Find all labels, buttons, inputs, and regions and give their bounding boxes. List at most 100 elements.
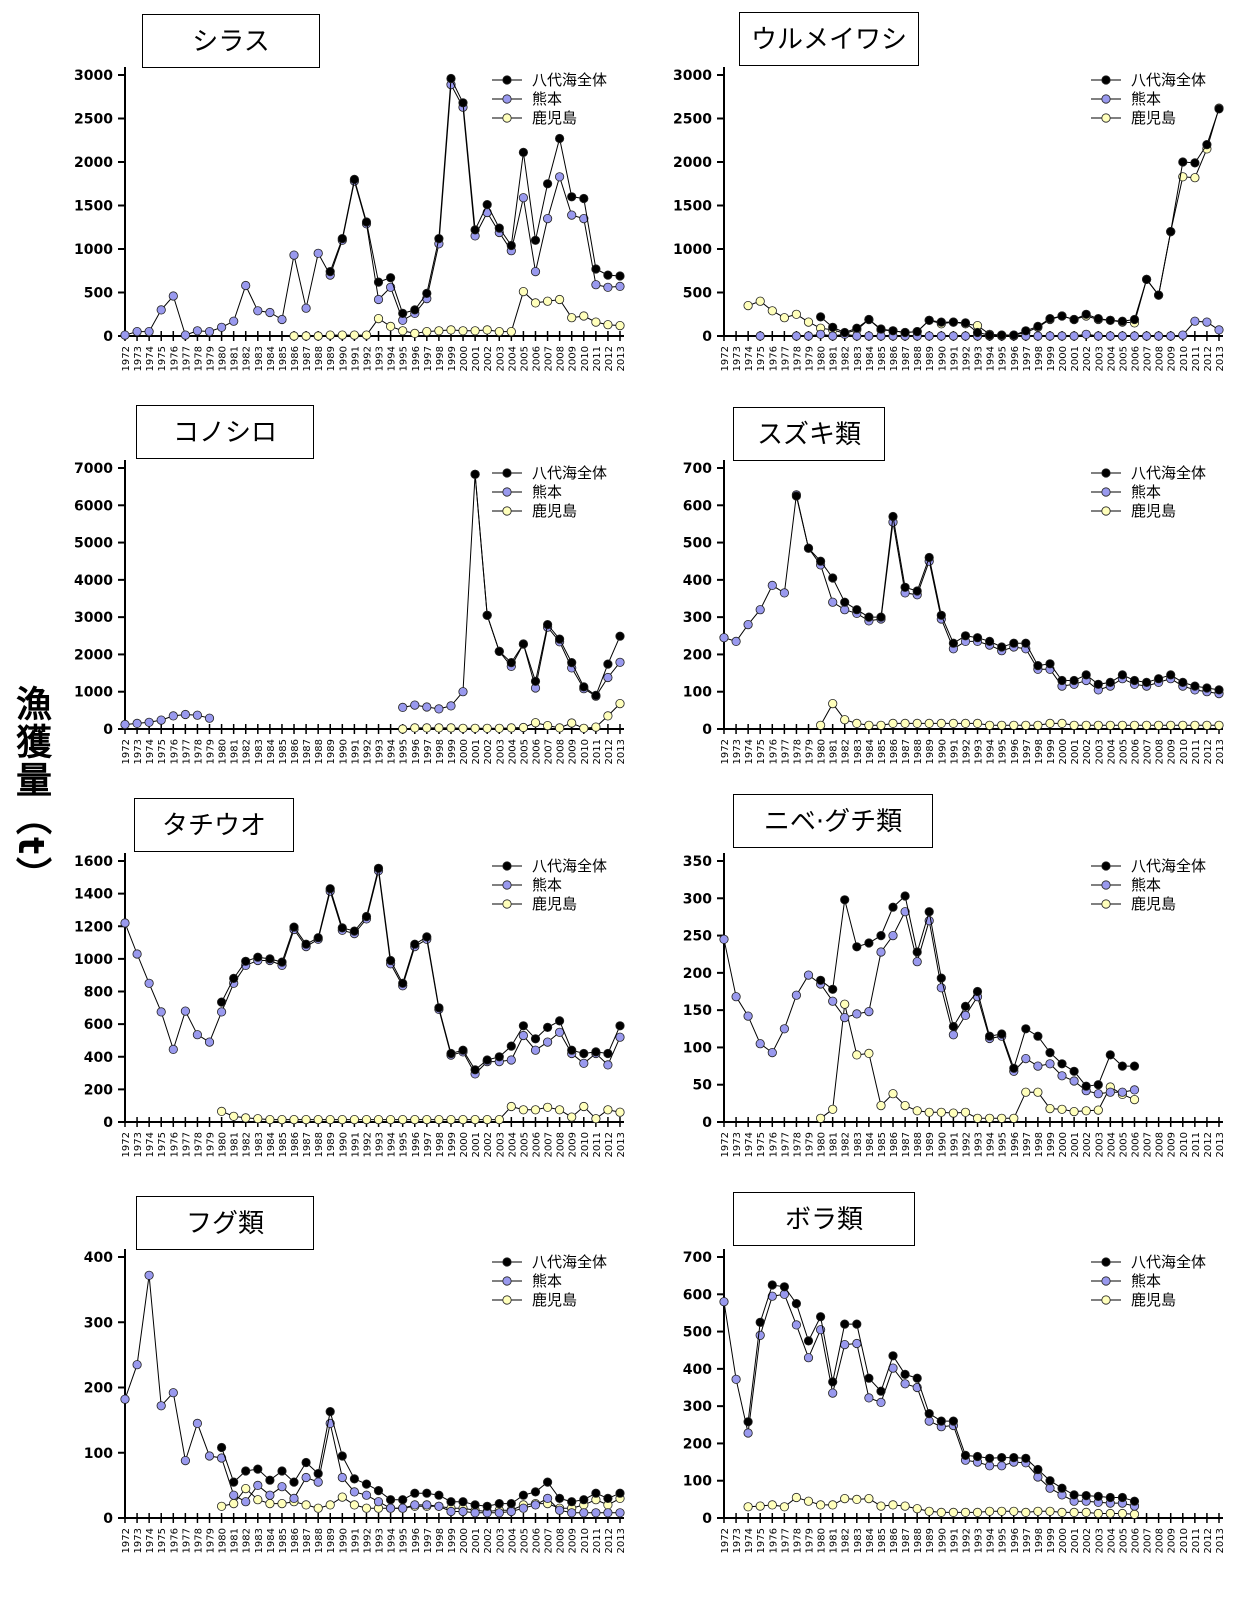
suzuki-series-total-point xyxy=(1141,677,1152,687)
nibe-guchi-series-total-point xyxy=(1069,1066,1079,1076)
tachiuo-series-total-point xyxy=(615,1021,625,1031)
urume-iwashi-series-total-point xyxy=(936,317,946,327)
nibe-guchi-series-kumamoto-point xyxy=(876,947,886,957)
nibe-guchi-series-kagoshima-point xyxy=(840,999,850,1009)
konoshiro-series-total-point xyxy=(518,639,528,649)
shirasu-series-kagoshima-point xyxy=(313,331,323,341)
bora-series-kagoshima-point xyxy=(960,1507,971,1517)
nibe-guchi-series-total-point xyxy=(1045,1048,1055,1058)
konoshiro-y-tick-label: 2000 xyxy=(74,647,113,663)
shirasu-x-tick-label: 1974 xyxy=(145,346,156,371)
suzuki-x-tick-label: 1996 xyxy=(1010,739,1021,764)
konoshiro-x-tick-label: 2011 xyxy=(592,739,603,764)
nibe-guchi-legend-label: 鹿児島 xyxy=(1131,895,1176,913)
bora-series-kagoshima-point xyxy=(900,1501,910,1511)
suzuki-series-kagoshima-point xyxy=(828,698,838,709)
shirasu-legend-marker xyxy=(502,94,512,104)
suzuki-legend-label: 八代海全体 xyxy=(1131,464,1206,482)
konoshiro-series-kagoshima-point xyxy=(542,720,553,731)
bora-x-tick-label: 1994 xyxy=(986,1528,997,1553)
konoshiro-series-kumamoto-point xyxy=(603,672,613,683)
tachiuo-series-kagoshima-point xyxy=(506,1101,516,1112)
bora-series-kagoshima-point xyxy=(888,1500,898,1510)
suzuki-x-tick-label: 2000 xyxy=(1058,739,1069,764)
suzuki-series-kumamoto-point xyxy=(755,605,765,615)
bora-x-tick-label: 2001 xyxy=(1070,1528,1081,1553)
shirasu-x-tick-label: 1988 xyxy=(314,346,325,371)
shirasu-x-tick-label: 2013 xyxy=(616,346,627,371)
urume-iwashi-x-tick-label: 2001 xyxy=(1070,346,1081,371)
tachiuo-series-kagoshima-point xyxy=(494,1114,504,1125)
urume-iwashi-series-total-point xyxy=(1021,326,1031,336)
bora-series-kagoshima-point xyxy=(1081,1507,1091,1517)
suzuki-series-kagoshima-point xyxy=(1129,720,1140,730)
fugu-series-kumamoto-point xyxy=(458,1506,468,1517)
bora-series-total-point xyxy=(924,1409,934,1419)
nibe-guchi-series-kagoshima-point xyxy=(900,1100,910,1111)
bora-x-tick-label: 1976 xyxy=(768,1528,779,1553)
chart-title-shirasu: シラス xyxy=(142,14,320,68)
urume-iwashi-series-total-point xyxy=(1129,314,1140,325)
shirasu-series-kagoshima-line xyxy=(294,290,621,337)
tachiuo-x-tick-label: 1987 xyxy=(302,1132,313,1157)
fugu-series-kumamoto-point xyxy=(313,1477,323,1487)
fugu-series-total-point xyxy=(434,1490,444,1500)
tachiuo-legend-marker xyxy=(502,861,512,871)
bora-series-total-point xyxy=(1081,1490,1091,1501)
suzuki-series-total-point xyxy=(852,605,862,615)
suzuki-y-tick-label: 500 xyxy=(683,536,712,552)
tachiuo-x-tick-label: 1976 xyxy=(169,1132,180,1157)
nibe-guchi-series-kagoshima-point xyxy=(972,1113,983,1123)
fugu-x-tick-label: 2010 xyxy=(580,1528,591,1553)
nibe-guchi-series-kumamoto-point xyxy=(912,957,922,967)
shirasu-series-kagoshima-point xyxy=(567,313,577,323)
shirasu-series-kagoshima-point xyxy=(615,320,625,331)
fugu-series-kumamoto-point xyxy=(144,1270,154,1280)
fugu-series-kumamoto-point xyxy=(591,1508,601,1518)
bora-series-total-point xyxy=(803,1336,814,1346)
urume-iwashi-series-total-point xyxy=(864,314,874,325)
shirasu-series-total-point xyxy=(458,98,468,108)
chart-title-urume-iwashi: ウルメイワシ xyxy=(739,12,919,66)
nibe-guchi-series-kumamoto-point xyxy=(1045,1059,1055,1069)
suzuki-series-total-point xyxy=(1166,670,1176,680)
suzuki-series-total-point xyxy=(997,642,1007,652)
shirasu-x-tick-label: 1979 xyxy=(206,346,217,371)
shirasu-x-tick-label: 1983 xyxy=(254,346,265,371)
konoshiro-series-kumamoto-point xyxy=(615,657,625,667)
fugu-series-kumamoto-point xyxy=(494,1508,504,1518)
tachiuo-series-kumamoto-point xyxy=(506,1055,516,1065)
nibe-guchi-series-kumamoto-point xyxy=(779,1024,790,1034)
bora-y-tick-label: 0 xyxy=(702,1511,712,1527)
nibe-guchi-series-total-point xyxy=(997,1029,1007,1039)
shirasu-x-tick-label: 1977 xyxy=(181,346,192,371)
shirasu-series-total-point xyxy=(410,305,420,315)
tachiuo-series-total-point xyxy=(349,926,359,936)
konoshiro-series-kagoshima-point xyxy=(458,723,468,733)
nibe-guchi-x-tick-label: 1972 xyxy=(720,1132,731,1157)
urume-iwashi-series-total-point xyxy=(1009,330,1019,340)
fugu-x-tick-label: 2005 xyxy=(519,1528,530,1553)
bora-series-total-point xyxy=(960,1450,971,1460)
suzuki-series-total-point xyxy=(1009,638,1019,648)
nibe-guchi-series-kumamoto-point xyxy=(1021,1053,1031,1064)
nibe-guchi-series-kagoshima-line xyxy=(820,1004,1135,1119)
suzuki-series-total-point xyxy=(1202,683,1212,693)
bora-series-kagoshima-point xyxy=(1069,1507,1079,1517)
urume-iwashi-x-tick-label: 1978 xyxy=(792,346,803,371)
tachiuo-x-tick-label: 2012 xyxy=(604,1132,615,1157)
shirasu-x-tick-label: 1993 xyxy=(375,346,386,371)
nibe-guchi-series-total-point xyxy=(876,931,886,941)
nibe-guchi-series-kagoshima-point xyxy=(864,1048,874,1058)
nibe-guchi-x-tick-label: 1985 xyxy=(877,1132,888,1157)
nibe-guchi-series-kagoshima-point xyxy=(984,1113,995,1123)
fugu-series-total-point xyxy=(301,1457,311,1468)
konoshiro-series-kumamoto-point xyxy=(144,717,154,727)
konoshiro-series-kumamoto-line xyxy=(402,474,621,710)
fugu-series-total-point xyxy=(265,1475,275,1485)
tachiuo-series-kagoshima-point xyxy=(458,1114,468,1125)
nibe-guchi-series-total-point xyxy=(912,947,922,957)
bora-series-kagoshima-point xyxy=(828,1500,838,1510)
bora-x-tick-label: 1997 xyxy=(1022,1528,1033,1553)
fugu-y-tick-label: 400 xyxy=(84,1250,113,1266)
